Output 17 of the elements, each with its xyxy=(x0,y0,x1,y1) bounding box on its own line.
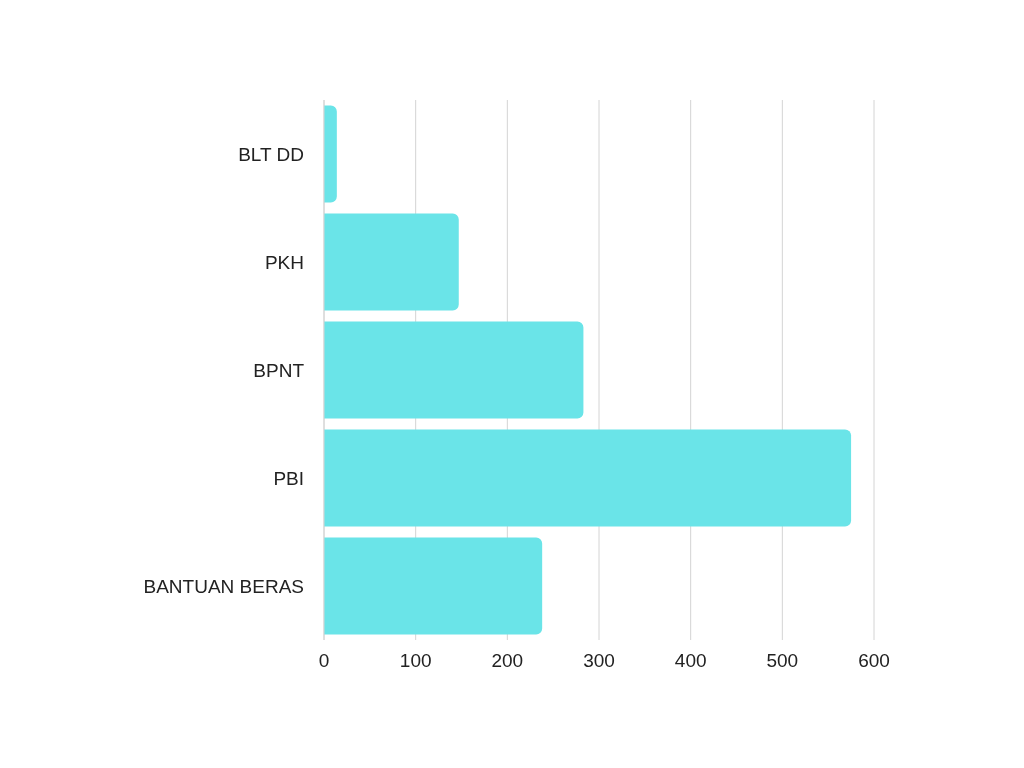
y-tick-label: BPNT xyxy=(253,359,305,381)
bar xyxy=(324,429,852,527)
y-tick-label: BLT DD xyxy=(238,143,304,165)
x-tick-label: 500 xyxy=(766,650,799,672)
x-tick-label: 600 xyxy=(858,650,890,672)
x-tick-label: 0 xyxy=(318,650,330,672)
y-tick-label: BANTUAN BERAS xyxy=(143,575,304,597)
bar xyxy=(324,213,459,311)
bar xyxy=(324,321,584,419)
x-tick-label: 300 xyxy=(583,650,615,672)
bar xyxy=(324,105,337,203)
x-tick-label: 400 xyxy=(674,650,707,672)
x-tick-label: 200 xyxy=(491,650,524,672)
bar xyxy=(324,537,543,635)
y-tick-label: PKH xyxy=(264,251,304,273)
y-tick-label: PBI xyxy=(273,467,304,489)
x-tick-label: 100 xyxy=(399,650,432,672)
